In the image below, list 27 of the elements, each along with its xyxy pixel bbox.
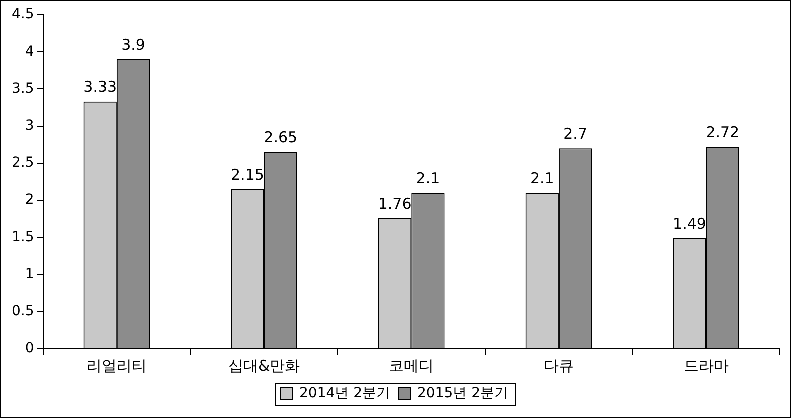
x-tick-label: 다큐 (544, 356, 574, 375)
y-tick-label: 0.5 (12, 304, 34, 320)
y-tick-label: 1 (25, 266, 34, 282)
x-tick-label: 드라마 (684, 356, 729, 375)
data-label: 2.7 (564, 124, 588, 143)
data-label: 2.72 (706, 124, 740, 142)
y-tick-label: 3 (25, 118, 34, 134)
y-tick-label: 4.5 (12, 6, 34, 23)
data-label: 1.76 (378, 194, 412, 213)
data-label: 1.49 (673, 214, 706, 233)
legend-label: 2015년 2분기 (418, 386, 508, 402)
y-tick-label: 2 (25, 192, 34, 208)
x-tick-label: 십대&만화 (228, 356, 300, 375)
data-label: 2.1 (416, 170, 440, 188)
data-label: 2.15 (231, 166, 264, 184)
data-label: 2.65 (264, 128, 298, 147)
data-label: 2.1 (530, 170, 554, 188)
y-tick-label: 4 (25, 44, 34, 60)
y-tick-label: 0 (25, 340, 34, 357)
y-tick-label: 3.5 (12, 80, 34, 97)
data-label: 3.9 (122, 36, 146, 54)
x-tick-label: 리얼리티 (86, 356, 147, 375)
y-tick-label: 1.5 (12, 229, 34, 246)
y-tick-label: 2.5 (12, 155, 34, 172)
legend-label: 2014년 2분기 (300, 386, 391, 402)
x-tick-label: 코메디 (389, 356, 434, 375)
data-label: 3.33 (84, 78, 118, 96)
